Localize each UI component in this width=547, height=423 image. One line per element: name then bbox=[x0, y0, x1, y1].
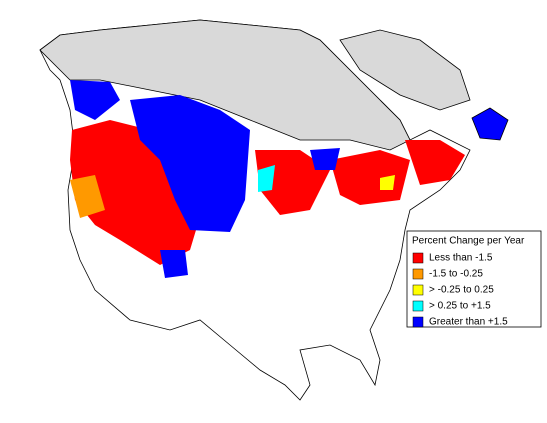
legend-title: Percent Change per Year bbox=[412, 236, 525, 247]
arctic-island bbox=[339, 29, 471, 111]
survey-cells bbox=[70, 80, 465, 278]
cell-area bbox=[310, 148, 340, 170]
legend-swatch bbox=[412, 316, 424, 328]
legend: Percent Change per Year Less than -1.5 -1… bbox=[406, 230, 542, 328]
cell-area bbox=[70, 80, 120, 120]
legend-label: -1.5 to -0.25 bbox=[429, 269, 483, 280]
cell-area bbox=[405, 140, 465, 185]
legend-label: Greater than +1.5 bbox=[429, 317, 508, 328]
legend-label: > 0.25 to +1.5 bbox=[429, 301, 491, 312]
legend-box bbox=[406, 230, 542, 328]
legend-swatch bbox=[412, 268, 424, 280]
cell-area bbox=[70, 175, 105, 218]
legend-label: > -0.25 to 0.25 bbox=[429, 285, 494, 296]
northern-region bbox=[39, 19, 411, 151]
newfoundland bbox=[471, 107, 509, 141]
legend-label: Less than -1.5 bbox=[429, 253, 493, 264]
legend-swatch bbox=[412, 284, 424, 296]
legend-swatch bbox=[412, 300, 424, 312]
legend-swatch bbox=[412, 252, 424, 264]
cell-area bbox=[380, 175, 395, 190]
cell-area bbox=[130, 95, 250, 232]
cell-area bbox=[330, 150, 410, 205]
cell-area bbox=[258, 165, 275, 192]
cell-area bbox=[160, 250, 188, 278]
